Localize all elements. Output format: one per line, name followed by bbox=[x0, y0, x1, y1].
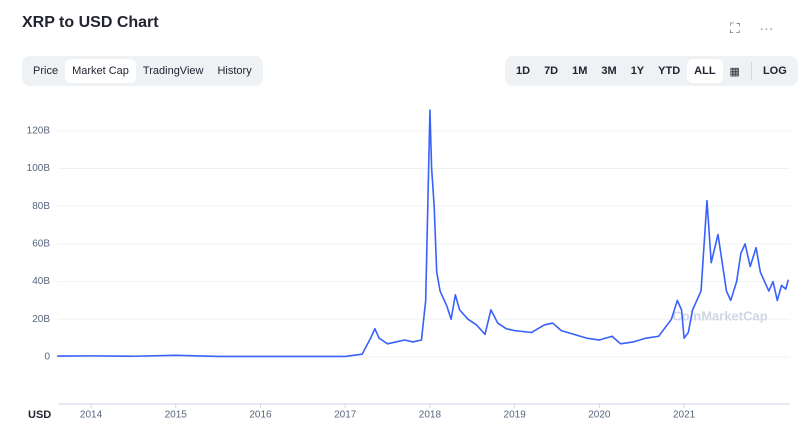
x-tick-label: 2018 bbox=[419, 410, 442, 421]
range-button[interactable]: 1M bbox=[572, 65, 588, 77]
y-tick-label: 0 bbox=[44, 352, 50, 363]
toolbar-icons[interactable]: ⛶ ⋯ bbox=[730, 20, 774, 36]
line bbox=[57, 109, 790, 358]
range-button[interactable]: YTD bbox=[658, 65, 681, 77]
watermark: CoinMarketCap bbox=[672, 308, 767, 323]
title: XRP to USD Chart bbox=[22, 14, 159, 31]
x-tick-label: 2016 bbox=[249, 410, 272, 421]
range-button[interactable]: ALL bbox=[687, 59, 723, 83]
y-tick-label: 40B bbox=[32, 276, 50, 287]
tab[interactable]: TradingView bbox=[142, 65, 204, 77]
y-tick-label: 20B bbox=[32, 314, 50, 325]
x-tick-label: 2021 bbox=[673, 410, 696, 421]
x-tick-label: 2019 bbox=[504, 410, 527, 421]
y-tick-label: 120B bbox=[27, 125, 51, 136]
range-bar: 1D 7D 1M 3M 1Y YTD ALL ▦ LOG bbox=[505, 56, 798, 86]
range-button[interactable]: 1D bbox=[516, 65, 531, 77]
tab[interactable]: History bbox=[217, 65, 252, 77]
calendar-button[interactable]: ▦ bbox=[729, 65, 740, 78]
tab[interactable]: Market Cap bbox=[65, 59, 136, 83]
y-tick-label: 100B bbox=[27, 163, 51, 174]
log-button[interactable]: LOG bbox=[762, 65, 787, 77]
range-button[interactable]: 7D bbox=[544, 65, 559, 77]
x-tick-label: 2015 bbox=[165, 410, 188, 421]
range-button[interactable]: 3M bbox=[601, 65, 617, 77]
currency-label: USD bbox=[28, 409, 51, 421]
y-tick-label: 60B bbox=[32, 239, 50, 250]
separator bbox=[750, 62, 752, 80]
range-button[interactable]: 1Y bbox=[630, 65, 645, 77]
x-tick-label: 2020 bbox=[588, 410, 611, 421]
y-tick-label: 80B bbox=[32, 201, 50, 212]
tab-bar: Price Market Cap TradingView History bbox=[22, 56, 263, 86]
x-tick-label: 2017 bbox=[334, 410, 357, 421]
x-tick-label: 2014 bbox=[80, 410, 103, 421]
tab[interactable]: Price bbox=[33, 65, 59, 77]
